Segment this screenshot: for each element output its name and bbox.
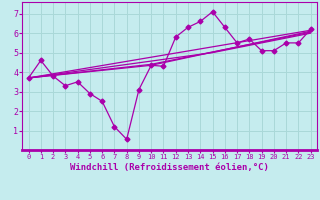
X-axis label: Windchill (Refroidissement éolien,°C): Windchill (Refroidissement éolien,°C) [70,163,269,172]
